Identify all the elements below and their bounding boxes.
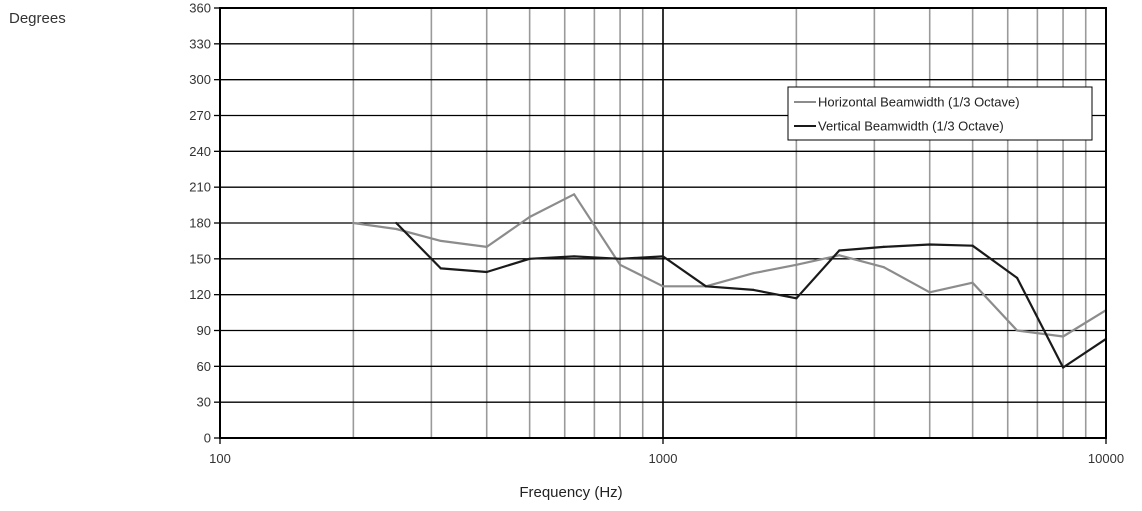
data-point xyxy=(1061,335,1065,338)
data-point xyxy=(485,245,488,248)
legend-box xyxy=(787,86,1093,141)
data-point xyxy=(882,245,885,248)
y-tick-label: 180 xyxy=(189,216,211,231)
data-point xyxy=(528,215,531,219)
series-line xyxy=(353,193,1107,338)
data-point xyxy=(618,263,622,266)
data-point xyxy=(1016,329,1019,332)
data-point xyxy=(661,285,665,288)
y-tick-label: 330 xyxy=(189,36,211,51)
data-point xyxy=(882,266,885,269)
data-point xyxy=(618,257,622,260)
y-tick-label: 270 xyxy=(189,108,211,123)
y-tick-label: 240 xyxy=(189,144,211,159)
data-point xyxy=(395,221,398,225)
data-point xyxy=(971,281,974,284)
data-point xyxy=(439,267,442,270)
y-tick-label: 60 xyxy=(197,359,211,374)
data-point xyxy=(838,254,841,257)
x-tick-label: 1000 xyxy=(649,451,678,466)
y-axis-label: Degrees xyxy=(9,10,66,27)
data-point xyxy=(1016,276,1019,280)
y-tick-label: 90 xyxy=(197,323,211,338)
y-tick-label: 300 xyxy=(189,72,211,87)
legend-label: Horizontal Beamwidth (1/3 Octave) xyxy=(818,95,1020,110)
x-tick-label: 10000 xyxy=(1088,451,1124,466)
data-point xyxy=(573,193,576,196)
data-point xyxy=(928,243,931,246)
series-1 xyxy=(352,193,1108,338)
y-tick-label: 360 xyxy=(189,1,211,16)
data-point xyxy=(528,257,531,260)
x-axis-ticks: 100 1000 10000 xyxy=(209,438,1124,466)
data-point xyxy=(838,249,841,252)
x-axis-label: Frequency (Hz) xyxy=(519,484,623,501)
x-tick-label: 100 xyxy=(209,451,231,466)
data-point xyxy=(752,272,755,275)
data-point xyxy=(795,297,798,300)
y-tick-label: 30 xyxy=(197,395,211,410)
series-2 xyxy=(395,221,1108,369)
plot-frame xyxy=(219,7,1107,439)
y-tick-label: 120 xyxy=(189,287,211,302)
data-point xyxy=(661,255,665,258)
data-point xyxy=(795,263,798,266)
legend: Horizontal Beamwidth (1/3 Octave) Vertica… xyxy=(787,86,1093,141)
y-axis-ticks: 0 30 60 90 120 150 180 210 240 270 300 330 360 xyxy=(189,1,220,446)
data-point xyxy=(439,239,442,243)
data-point xyxy=(971,244,974,247)
data-point xyxy=(704,285,708,288)
series-layer xyxy=(352,193,1108,369)
data-point xyxy=(752,288,755,291)
data-point xyxy=(573,255,576,258)
data-point xyxy=(928,291,931,294)
data-point xyxy=(352,221,355,225)
y-tick-label: 150 xyxy=(189,251,211,266)
data-point xyxy=(395,227,398,231)
y-tick-label: 210 xyxy=(189,180,211,195)
data-point xyxy=(485,270,488,274)
y-tick-label: 0 xyxy=(204,431,211,446)
legend-label: Vertical Beamwidth (1/3 Octave) xyxy=(818,119,1004,134)
data-point xyxy=(1061,366,1065,369)
